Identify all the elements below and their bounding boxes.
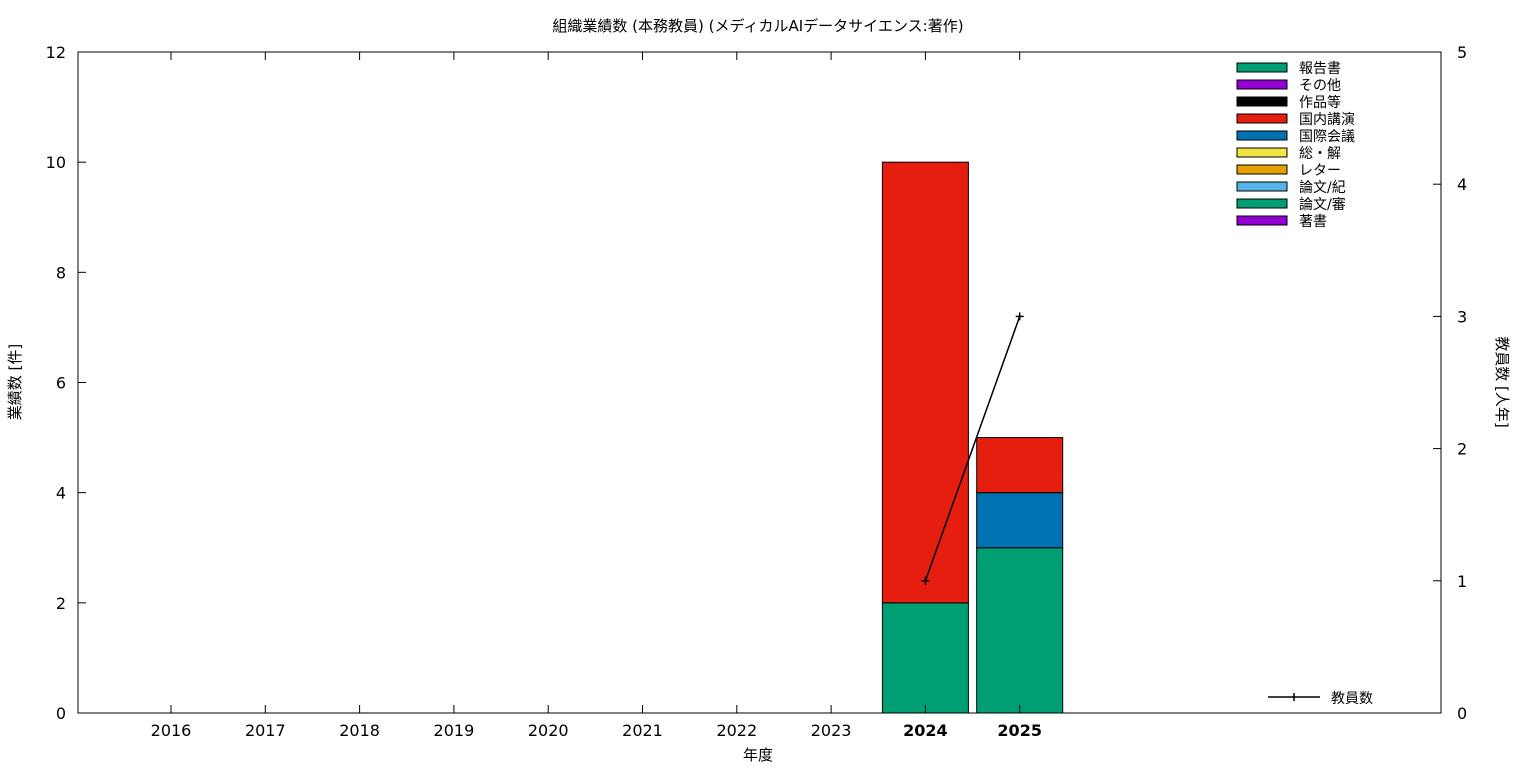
legend-swatch [1236,164,1288,175]
legend-item-4: 国際会議 [1236,128,1355,145]
x-tick-label-2022: 2022 [716,721,757,740]
y2-tick-label-0: 0 [1457,704,1467,723]
legend-item-9: 著書 [1236,214,1327,230]
bars-layer [881,161,1064,714]
bar-2025-series-5 [976,492,1064,549]
legend-item-line: 教員数 [1268,691,1373,707]
bar-2024-series-6 [881,161,969,604]
legend-item-2: 作品等 [1236,94,1341,111]
legend-swatch [1236,96,1288,107]
bar-2025-series-1 [976,547,1064,714]
legend-label: 作品等 [1299,94,1341,111]
y-tick-label-12: 12 [46,43,66,62]
x-tick-label-2019: 2019 [434,721,475,740]
y-tick-label-4: 4 [56,484,66,503]
y2-tick-label-3: 3 [1457,307,1467,326]
legend-label: 報告書 [1299,61,1341,77]
faculty-point-2024 [921,576,930,585]
x-tick-label-2024: 2024 [903,721,948,740]
faculty-line [924,316,1021,582]
x-axis-label: 年度 [743,746,773,764]
x-tick-label-2025: 2025 [997,721,1042,740]
legend-label: 国内講演 [1299,112,1355,128]
x-tick-label-2017: 2017 [245,721,286,740]
legend-item-1: その他 [1236,78,1341,94]
y-tick-label-10: 10 [46,153,66,172]
x-tick-label-2016: 2016 [151,721,192,740]
legend-label: 国際会議 [1299,128,1355,145]
legend-line-label: 教員数 [1331,691,1373,707]
legend-label: 論文/審 [1299,197,1346,213]
faculty-line-layer [921,312,1024,585]
legend-swatch [1236,79,1288,90]
legend-item-0: 報告書 [1236,61,1341,77]
legend-swatch [1236,181,1288,192]
y2-tick-label-2: 2 [1457,440,1467,459]
legend-swatch [1236,147,1288,158]
bar-2025-series-6 [976,437,1064,494]
legend-swatch [1236,215,1288,226]
legend-label: 論文/紀 [1299,180,1346,196]
legend-label: その他 [1299,78,1341,94]
legend-item-3: 国内講演 [1236,112,1355,128]
y2-axis-label: 教員数 [人年] [1493,336,1511,427]
legend-label: 著書 [1299,214,1327,230]
legend-item-5: 総・解 [1236,146,1341,162]
y-tick-label-2: 2 [56,594,66,613]
chart-title: 組織業績数 (本務教員) (メディカルAIデータサイエンス:著作) [552,17,963,35]
y-tick-label-0: 0 [56,704,66,723]
y-tick-label-6: 6 [56,374,66,393]
legend-swatch [1236,62,1288,73]
legend-item-8: 論文/審 [1236,197,1346,213]
y2-tick-label-1: 1 [1457,572,1467,591]
legend-swatch [1236,130,1288,141]
legend-item-7: 論文/紀 [1236,180,1346,196]
x-tick-label-2018: 2018 [339,721,380,740]
y-tick-label-8: 8 [56,263,66,282]
y2-tick-label-4: 4 [1457,175,1467,194]
faculty-point-2025 [1015,312,1024,321]
x-tick-label-2021: 2021 [622,721,663,740]
legend-item-6: レター [1236,163,1341,179]
bar-2024-series-1 [881,602,969,714]
legend-swatch [1236,113,1288,124]
legend-label: 総・解 [1299,146,1341,162]
x-tick-label-2023: 2023 [811,721,852,740]
y-axis-label: 業績数 [件] [6,344,24,420]
legend-swatch [1236,198,1288,209]
legend-label: レター [1299,163,1341,179]
x-tick-label-2020: 2020 [528,721,569,740]
y2-tick-label-5: 5 [1457,43,1467,62]
